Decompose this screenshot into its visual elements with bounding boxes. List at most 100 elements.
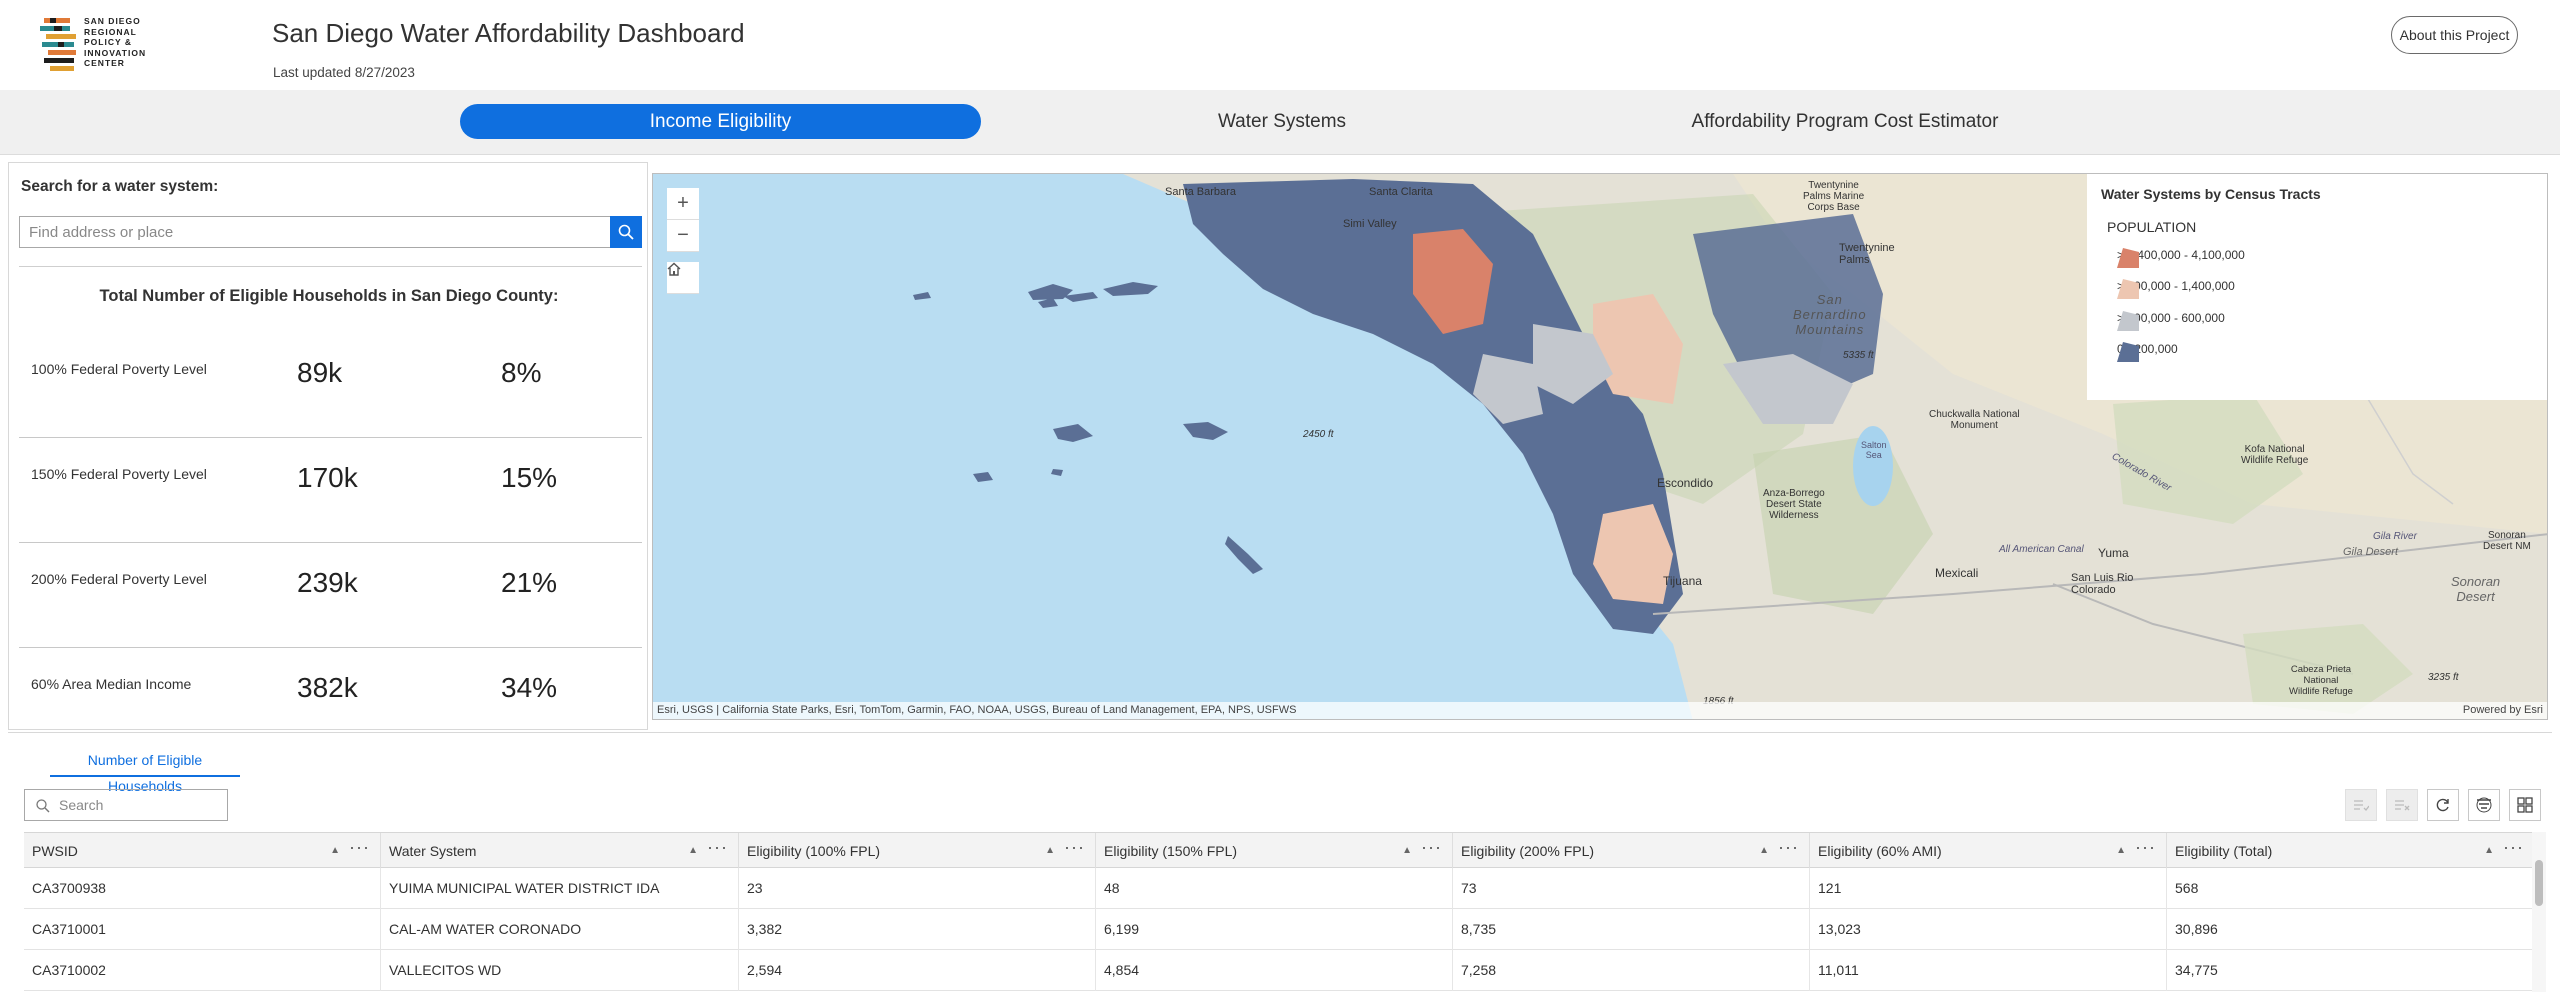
column-menu-icon[interactable]: ··· [707,837,728,857]
scrollbar-thumb[interactable] [2535,860,2543,906]
search-button[interactable] [610,216,642,248]
sort-icon[interactable]: ▲ [1045,845,1055,856]
about-project-button[interactable]: About this Project [2391,16,2518,54]
map-label-chuckwalla: Chuckwalla National Monument [1929,409,2020,431]
stat-row: 100% Federal Poverty Level 89k 8% [19,333,642,438]
search-icon [36,799,50,813]
map-label-twentynine-palms: Twentynine Palms [1839,242,1895,266]
column-label: Eligibility (Total) [2175,843,2273,859]
filter-button[interactable] [2468,789,2500,821]
cell-value: 34,775 [2175,962,2218,978]
stat-label: 150% Federal Poverty Level [31,466,207,482]
legend-swatch-icon [2117,248,2139,268]
map-label-sonoran-desert-nm: Sonoran Desert NM [2483,530,2531,552]
column-menu-icon[interactable]: ··· [2135,837,2156,857]
home-button[interactable] [667,262,699,294]
map-label-twentynine-palms-marine: Twentynine Palms Marine Corps Base [1803,180,1865,213]
stat-count: 382k [297,672,358,703]
logo-mark-icon [40,18,76,71]
map-label-elevation: 3235 ft [2428,672,2459,683]
table-row[interactable]: CA3710001 CAL-AM WATER CORONADO 3,382 6,… [24,909,2534,950]
cell-value: 23 [739,868,1096,909]
logo: SAN DIEGO REGIONAL POLICY & INNOVATION C… [40,14,170,76]
zoom-in-button[interactable]: + [667,188,699,220]
totals-title: Total Number of Eligible Households in S… [99,287,559,305]
column-menu-icon[interactable]: ··· [349,837,370,857]
legend-item: > 600,000 - 1,400,000 [2117,279,2235,299]
column-header[interactable]: Eligibility (60% AMI) ▲ ··· [1810,833,2167,869]
cell-value: 4,854 [1096,950,1453,991]
sort-icon[interactable]: ▲ [1402,845,1412,856]
tab-income-eligibility[interactable]: Income Eligibility [460,104,981,139]
sort-icon[interactable]: ▲ [1759,845,1769,856]
tab-cost-estimator[interactable]: Affordability Program Cost Estimator [1691,110,1999,132]
sort-icon[interactable]: ▲ [330,845,340,856]
stat-count: 170k [297,462,358,493]
tab-eligible-households[interactable]: Number of Eligible Households [50,747,240,794]
refresh-button[interactable] [2427,789,2459,821]
table-scrollbar[interactable] [2532,832,2546,992]
legend-title: Water Systems by Census Tracts [2101,186,2321,202]
table-search-input[interactable]: Search [24,789,228,821]
column-header[interactable]: Eligibility (200% FPL) ▲ ··· [1453,833,1810,869]
column-label: Eligibility (200% FPL) [1461,843,1595,859]
cell-value: 11,011 [1810,950,2167,991]
map-label-all-american: All American Canal [1999,544,2084,555]
powered-by-esri[interactable]: Powered by Esri [2462,704,2543,716]
column-menu-icon[interactable]: ··· [1421,837,1442,857]
map-label-tijuana: Tijuana [1663,574,1702,588]
cell-value: 30,896 [2175,921,2218,937]
legend-item: 0 - 200,000 [2117,342,2178,362]
address-search-input[interactable]: Find address or place [19,216,619,248]
stat-percent: 34% [501,672,558,703]
table-row[interactable]: CA3710002 VALLECITOS WD 2,594 4,854 7,25… [24,950,2534,991]
legend-label: > 200,000 - 600,000 [2117,311,2225,325]
zoom-out-button[interactable]: − [667,220,699,252]
legend-swatch-icon [2117,279,2139,299]
map-label-anza-borrego: Anza-Borrego Desert State Wilderness [1763,488,1825,521]
map-label-cabeza-prieta: Cabeza Prieta National Wildlife Refuge [2289,664,2353,697]
list-check-icon [2354,800,2369,811]
column-header[interactable]: Eligibility (Total) ▲ ··· [2167,833,2534,869]
column-header[interactable]: Eligibility (150% FPL) ▲ ··· [1096,833,1453,869]
last-updated: Last updated 8/27/2023 [273,65,415,80]
logo-line: CENTER [84,58,125,68]
cell-value: 7,258 [1453,950,1810,991]
stat-label: 200% Federal Poverty Level [31,571,207,587]
column-menu-icon[interactable]: ··· [1064,837,1085,857]
map-view[interactable]: Santa Barbara Santa Clarita Simi Valley … [652,173,2548,720]
map-label-santa-clarita: Santa Clarita [1369,186,1433,198]
column-menu-icon[interactable]: ··· [2503,837,2524,857]
stat-row: 200% Federal Poverty Level 239k 21% [19,543,642,648]
tab-water-systems[interactable]: Water Systems [1217,110,1347,132]
cell-value: 568 [2175,880,2199,896]
sort-icon[interactable]: ▲ [2484,845,2494,856]
table-panel: Number of Eligible Households Search PWS… [8,732,2552,992]
map-attribution[interactable]: Esri, USGS | California State Parks, Esr… [653,702,2547,719]
map-label-kofa: Kofa National Wildlife Refuge [2241,444,2309,466]
map-label-san-bernardino: San Bernardino Mountains [1793,292,1867,337]
search-icon [618,224,634,240]
map-label-sonoran-desert: Sonoran Desert [2451,574,2501,604]
cell-water-system: YUIMA MUNICIPAL WATER DISTRICT IDA [381,868,739,909]
legend-item: > 200,000 - 600,000 [2117,311,2225,331]
map-label-escondido: Escondido [1657,476,1714,490]
columns-button[interactable] [2509,789,2541,821]
show-selected-button[interactable] [2345,789,2377,821]
grid-icon [2517,797,2533,813]
stat-row: 150% Federal Poverty Level 170k 15% [19,438,642,543]
column-menu-icon[interactable]: ··· [1778,837,1799,857]
cell-value: 13,023 [1810,909,2167,950]
column-header[interactable]: Water System ▲ ··· [381,833,739,869]
column-header[interactable]: Eligibility (100% FPL) ▲ ··· [739,833,1096,869]
column-label: Water System [389,843,477,859]
table-row[interactable]: CA3700938 YUIMA MUNICIPAL WATER DISTRICT… [24,868,2534,909]
cell-value: 3,382 [739,909,1096,950]
sort-icon[interactable]: ▲ [688,845,698,856]
logo-text: SAN DIEGO REGIONAL POLICY & INNOVATION C… [84,16,146,69]
home-icon [667,262,681,276]
stat-count: 89k [297,357,343,388]
sort-icon[interactable]: ▲ [2116,845,2126,856]
clear-selection-button[interactable] [2386,789,2418,821]
column-header[interactable]: PWSID ▲ ··· [24,833,381,869]
